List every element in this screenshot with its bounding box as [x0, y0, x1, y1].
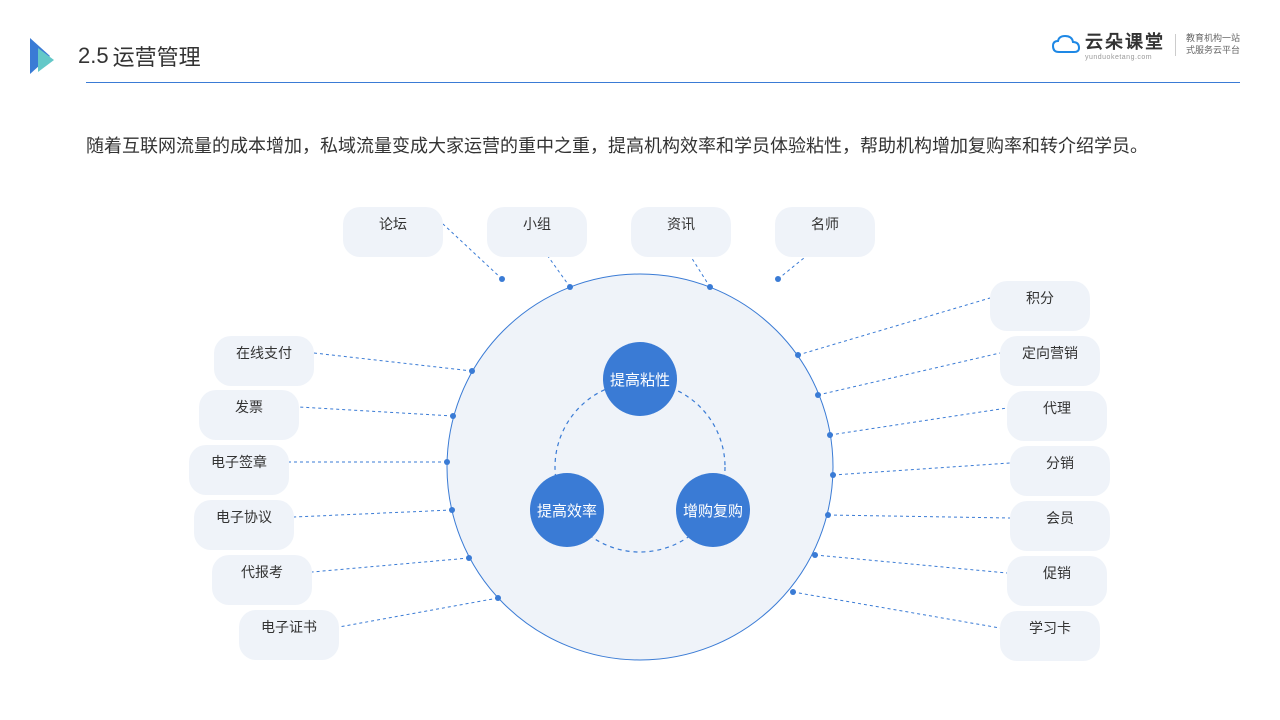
slide-number: 2.5	[78, 43, 109, 69]
leaf-distrib: 分销	[1010, 446, 1110, 496]
slide-title: 运营管理	[113, 40, 201, 72]
leaf-esign: 电子签章	[189, 445, 289, 495]
logo-divider	[1175, 34, 1176, 56]
brand-logo: 云朵课堂 yunduoketang.com 教育机构一站 式服务云平台	[1051, 28, 1240, 61]
leaf-card: 学习卡	[1000, 611, 1100, 661]
leaf-member: 会员	[1010, 501, 1110, 551]
leaf-news: 资讯	[631, 207, 731, 257]
leaf-eagree: 电子协议	[194, 500, 294, 550]
leaf-group: 小组	[487, 207, 587, 257]
leaf-targetmkt: 定向营销	[1000, 336, 1100, 386]
logo-sub: yunduoketang.com	[1085, 54, 1165, 61]
cloud-icon	[1051, 34, 1081, 56]
leaf-invoice: 发票	[199, 390, 299, 440]
slide-header: 2.5 运营管理	[30, 38, 201, 74]
leaf-teacher: 名师	[775, 207, 875, 257]
header-chevron-icon	[30, 38, 60, 74]
hub-stickiness: 提高粘性	[603, 342, 677, 416]
hub-efficiency: 提高效率	[530, 473, 604, 547]
leaf-ecert: 电子证书	[239, 610, 339, 660]
leaf-promo: 促销	[1007, 556, 1107, 606]
logo-tagline-2: 式服务云平台	[1186, 45, 1240, 57]
leaf-points: 积分	[990, 281, 1090, 331]
leaf-exam: 代报考	[212, 555, 312, 605]
hub-repurchase: 增购复购	[676, 473, 750, 547]
leaf-forum: 论坛	[343, 207, 443, 257]
leaf-onlinepay: 在线支付	[214, 336, 314, 386]
slide-description: 随着互联网流量的成本增加，私域流量变成大家运营的重中之重，提高机构效率和学员体验…	[86, 128, 1220, 164]
logo-tagline-1: 教育机构一站	[1186, 33, 1240, 45]
logo-name: 云朵课堂	[1085, 28, 1165, 54]
leaf-agent: 代理	[1007, 391, 1107, 441]
header-underline	[86, 82, 1240, 83]
